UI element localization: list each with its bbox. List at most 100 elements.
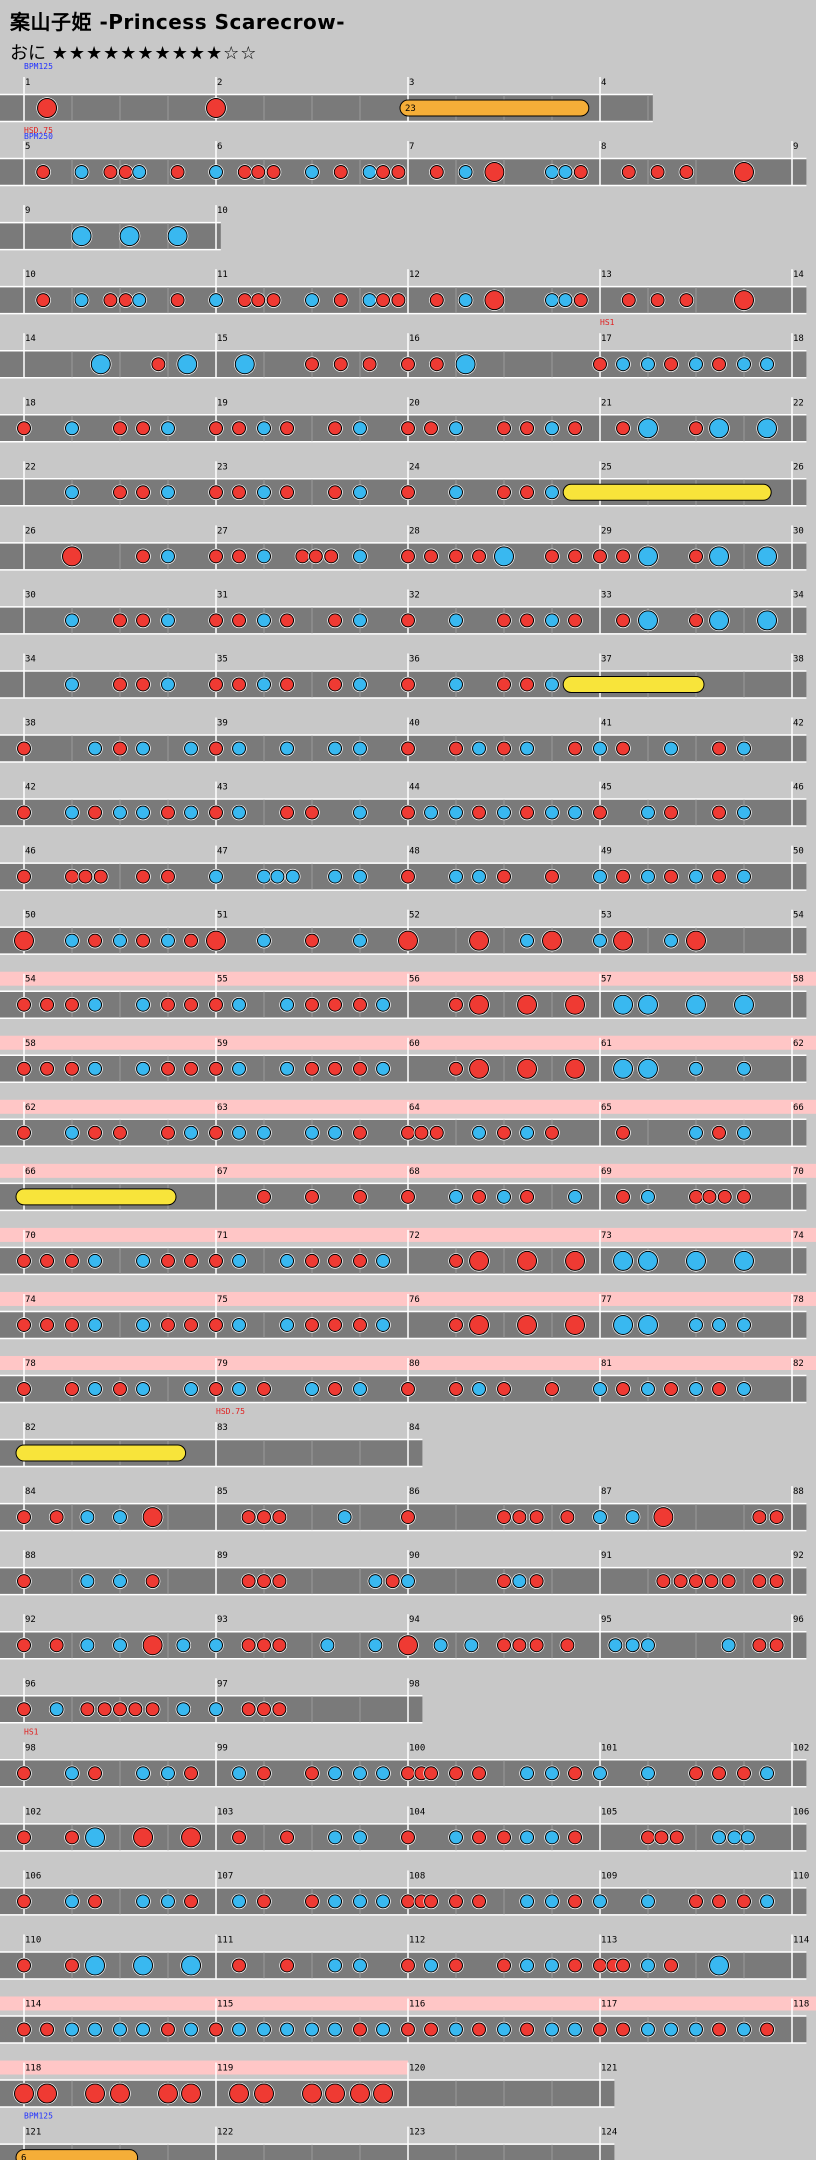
ka-note [353, 1830, 367, 1845]
ka-note [613, 1058, 634, 1079]
measure-number: 92 [25, 1615, 36, 1625]
ka-note [449, 805, 463, 820]
don-note [113, 677, 127, 692]
don-note [449, 1958, 463, 1973]
measure-number: 36 [409, 654, 420, 664]
ka-note [232, 1125, 247, 1140]
ka-note [257, 677, 271, 692]
measure-number: 121 [25, 2128, 41, 2138]
ka-note [641, 805, 655, 820]
ka-note [280, 2022, 295, 2037]
don-note [209, 1125, 223, 1140]
ka-note [161, 549, 175, 564]
measure-number: 94 [409, 1615, 420, 1625]
don-note [251, 293, 266, 308]
ka-note [280, 1253, 295, 1268]
ka-note [232, 1317, 247, 1332]
don-note [472, 1830, 487, 1845]
ka-note [686, 994, 706, 1015]
don-note [241, 1702, 256, 1717]
don-note [184, 1061, 199, 1076]
ka-note [353, 869, 367, 884]
don-note [689, 613, 703, 628]
ka-note [520, 1766, 535, 1781]
ka-note [449, 613, 463, 628]
don-note [181, 1827, 202, 1848]
ka-note [167, 226, 188, 247]
don-note [472, 1766, 487, 1781]
don-note [712, 805, 727, 820]
don-note [136, 869, 151, 884]
don-note [209, 805, 223, 820]
ka-note [455, 354, 476, 375]
don-note [529, 1638, 544, 1653]
ka-note [376, 1061, 391, 1076]
don-note [136, 485, 151, 500]
ka-note [641, 1638, 655, 1653]
difficulty-stars: ★★★★★★★★★★☆☆ [51, 43, 258, 64]
measure-number: 42 [793, 719, 804, 729]
don-note [737, 1189, 751, 1204]
measure-number: 113 [601, 1935, 617, 1945]
measure-number: 66 [25, 1167, 36, 1177]
difficulty-label: おに [10, 43, 46, 64]
don-note [136, 677, 151, 692]
ka-note [737, 741, 751, 756]
don-note [449, 997, 463, 1012]
don-note [593, 2022, 607, 2037]
don-note [257, 1894, 271, 1909]
ka-note [88, 1253, 103, 1268]
ka-note [234, 354, 255, 375]
ka-note [184, 1382, 199, 1396]
ka-note [734, 994, 754, 1015]
don-note [616, 2022, 631, 2037]
don-note [136, 549, 151, 564]
ka-note [593, 933, 607, 948]
ka-note [497, 1189, 511, 1204]
measure-number: 84 [409, 1423, 420, 1433]
don-note [654, 1830, 669, 1845]
don-note [593, 357, 607, 372]
don-note [49, 1638, 64, 1653]
don-note [280, 485, 295, 500]
don-note [689, 1894, 703, 1909]
ka-note [132, 165, 147, 180]
don-note [65, 1061, 79, 1076]
don-note [752, 1510, 767, 1525]
don-note [280, 1830, 295, 1845]
ka-note [376, 997, 391, 1012]
don-note [353, 997, 367, 1012]
ka-note [558, 165, 573, 180]
don-note [721, 1574, 736, 1589]
don-note [484, 162, 505, 183]
don-note [517, 994, 538, 1015]
don-note [40, 997, 55, 1012]
ka-note [458, 293, 473, 308]
don-note [151, 357, 166, 372]
don-note [650, 293, 665, 308]
measure-number: 61 [601, 1039, 612, 1049]
ka-note [353, 485, 367, 500]
don-note [424, 1766, 439, 1781]
ka-note [328, 1894, 343, 1909]
ka-note [740, 1830, 755, 1845]
don-note [664, 805, 679, 820]
don-note [616, 869, 631, 884]
ka-note [88, 1061, 103, 1076]
ka-note [638, 546, 658, 567]
measure-number: 75 [217, 1295, 228, 1305]
don-note [689, 1766, 703, 1781]
ka-note [545, 421, 559, 436]
ka-note [472, 741, 487, 756]
don-note [14, 930, 34, 951]
don-note [373, 2083, 394, 2104]
ka-note [449, 485, 463, 500]
don-note [613, 930, 634, 951]
don-note [17, 1766, 31, 1781]
don-note [734, 290, 754, 311]
ka-note [734, 1250, 754, 1271]
measure-number: 64 [409, 1103, 420, 1113]
measure-number: 77 [601, 1295, 612, 1305]
don-note [295, 549, 310, 564]
ka-note [727, 1830, 742, 1845]
